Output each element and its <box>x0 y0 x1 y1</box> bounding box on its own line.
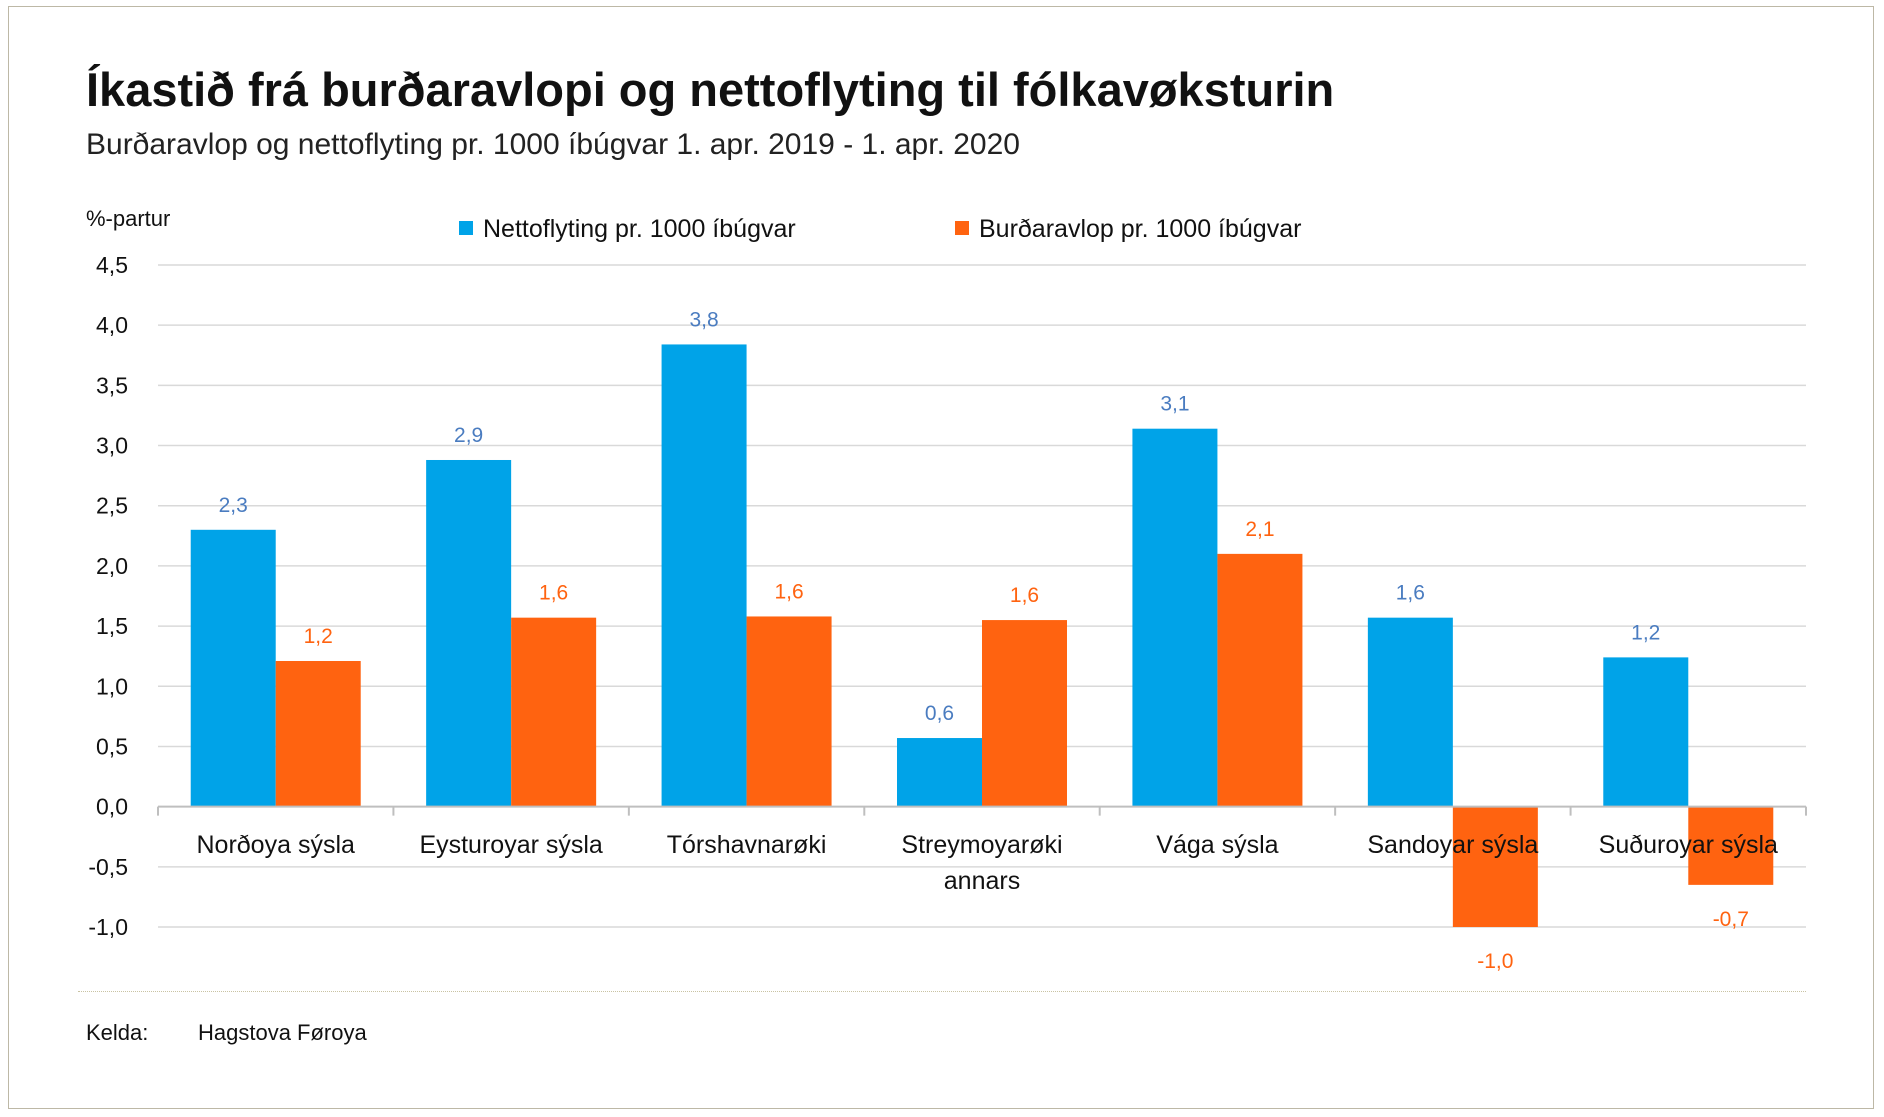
y-tick-label: -0,5 <box>88 854 128 880</box>
category-labels: Norðoya sýsla Eysturoyar sýsla Tórshavnarø… <box>197 831 1778 895</box>
category-label: annars <box>944 867 1020 895</box>
y-tick-label: 4,0 <box>96 312 128 338</box>
chart-title: Íkastið frá burðaravlopi og nettoflyting… <box>86 63 1335 116</box>
legend-swatch <box>459 221 473 235</box>
bar-burdaravlop <box>1217 553 1303 807</box>
data-labels: 2,3 1,2 2,9 1,6 3,8 1,6 0,6 1,6 3,1 2,1 1,6 -1,0 1,2… <box>219 308 1749 973</box>
data-label: -1,0 <box>1477 950 1513 973</box>
bar-nettoflyting <box>661 344 747 807</box>
bar-nettoflyting <box>426 459 512 807</box>
bars <box>157 344 1807 927</box>
y-tick-label: 2,0 <box>96 553 128 579</box>
y-tick-label: 1,5 <box>96 613 128 639</box>
legend: Nettoflyting pr. 1000 íbúgvar Burðaravlop… <box>459 215 1301 243</box>
y-tick-label: -1,0 <box>88 914 128 940</box>
data-label: 2,1 <box>1245 518 1274 541</box>
category-label: Tórshavnarøki <box>667 831 827 859</box>
data-label: -0,7 <box>1713 908 1749 931</box>
bar-nettoflyting <box>1603 657 1689 807</box>
bar-burdaravlop <box>275 660 361 807</box>
category-label: Vága sýsla <box>1156 831 1278 859</box>
y-tick-label: 1,0 <box>96 673 128 699</box>
y-tick-label: 0,5 <box>96 733 128 759</box>
legend-label: Nettoflyting pr. 1000 íbúgvar <box>483 215 796 243</box>
category-label: Eysturoyar sýsla <box>419 831 602 859</box>
data-label: 1,6 <box>539 582 568 605</box>
source-divider <box>78 991 1806 992</box>
data-label: 1,6 <box>774 580 803 603</box>
data-label: 3,1 <box>1160 393 1189 416</box>
category-label: Sandoyar sýsla <box>1367 831 1538 859</box>
category-label: Norðoya sýsla <box>197 831 355 859</box>
legend-label: Burðaravlop pr. 1000 íbúgvar <box>979 215 1301 243</box>
data-label: 2,9 <box>454 424 483 447</box>
legend-swatch <box>955 221 969 235</box>
category-label: Streymoyarøki <box>901 831 1062 859</box>
bar-burdaravlop <box>746 616 832 807</box>
data-label: 1,2 <box>304 625 333 648</box>
bar-nettoflyting <box>1132 428 1218 807</box>
y-axis-unit: %-partur <box>86 206 170 231</box>
bar-nettoflyting <box>190 529 276 807</box>
bar-nettoflyting <box>1367 617 1453 807</box>
chart-frame <box>8 6 1874 1109</box>
data-label: 1,6 <box>1010 584 1039 607</box>
category-label: Suðuroyar sýsla <box>1599 831 1778 859</box>
source-value: Hagstova Føroya <box>198 1020 367 1045</box>
data-label: 2,3 <box>219 494 248 517</box>
bar-nettoflyting <box>897 738 982 807</box>
y-tick-label: 2,5 <box>96 493 128 519</box>
bar-burdaravlop <box>982 620 1067 807</box>
bar-burdaravlop <box>1688 806 1774 885</box>
y-tick-label: 0,0 <box>96 794 128 820</box>
data-label: 1,6 <box>1396 582 1425 605</box>
gridlines <box>158 264 1806 928</box>
y-tick-label: 3,5 <box>96 372 128 398</box>
chart-subtitle: Burðaravlop og nettoflyting pr. 1000 íbú… <box>86 128 1020 161</box>
data-label: 0,6 <box>925 702 954 725</box>
bar-burdaravlop <box>511 617 597 807</box>
y-axis-ticks: 4,5 4,0 3,5 3,0 2,5 2,0 1,5 1,0 0,5 0,0 -0,5 -1,0 <box>88 252 128 940</box>
source-label: Kelda: <box>86 1020 149 1045</box>
y-tick-label: 4,5 <box>96 252 128 278</box>
data-label: 3,8 <box>689 308 718 331</box>
y-tick-label: 3,0 <box>96 433 128 459</box>
bar-burdaravlop <box>1452 806 1538 927</box>
data-label: 1,2 <box>1631 621 1660 644</box>
